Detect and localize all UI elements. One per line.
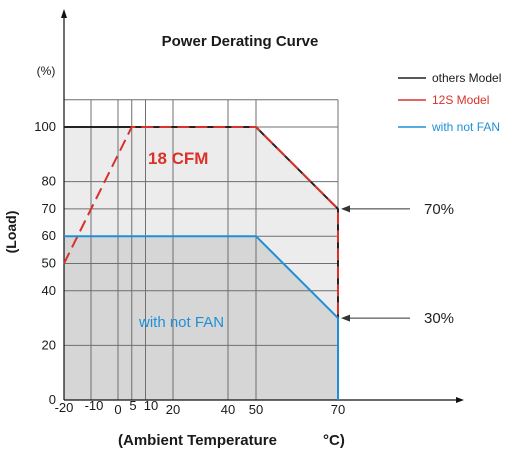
series-lines — [63, 126, 339, 400]
annotations: 70% 30% 18 CFM with not FAN — [138, 149, 454, 331]
x-tick-label: -10 — [85, 398, 104, 413]
x-tick-label: 5 — [129, 398, 136, 413]
y-tick-label: 40 — [42, 283, 56, 298]
y-unit-label: (%) — [37, 64, 56, 78]
x-tick-label: 70 — [331, 402, 345, 417]
x-tick-label: 50 — [249, 402, 263, 417]
legend: others Model 12S Model with not FAN — [398, 71, 501, 134]
x-tick-label: 0 — [114, 402, 121, 417]
x-tick-label: 40 — [221, 402, 235, 417]
pointer-30pct-head — [341, 314, 350, 322]
chart-title: Power Derating Curve — [162, 33, 319, 50]
pointer-70pct-head — [341, 205, 350, 213]
x-tick-label: -20 — [55, 400, 74, 415]
x-axis-unit: °C) — [323, 432, 345, 449]
grid-lines — [63, 99, 339, 400]
x-axis-arrow — [456, 397, 464, 403]
annotation-70pct: 70% — [424, 201, 454, 218]
legend-label: with not FAN — [431, 120, 500, 134]
x-tick-label: 20 — [166, 402, 180, 417]
annotation-18cfm: 18 CFM — [148, 149, 208, 168]
y-tick-label: 60 — [42, 228, 56, 243]
y-tick-label: 20 — [42, 337, 56, 352]
plot-area — [61, 9, 464, 403]
annotation-30pct: 30% — [424, 310, 454, 327]
legend-label: 12S Model — [432, 93, 489, 107]
axes — [61, 9, 464, 403]
legend-label: others Model — [432, 71, 501, 85]
y-axis-label: (Load) — [3, 211, 19, 254]
y-tick-label: 0 — [49, 392, 56, 407]
y-axis-arrow — [61, 9, 67, 18]
x-tick-label: 10 — [144, 398, 158, 413]
series-12s-model — [63, 126, 339, 400]
y-tick-label: 50 — [42, 256, 56, 271]
series-with-not-fan — [64, 235, 339, 400]
y-tick-label: 100 — [34, 119, 56, 134]
y-tick-label: 70 — [42, 201, 56, 216]
x-axis-label: (Ambient Temperature °C) — [118, 432, 345, 449]
no-fan-region-fill — [64, 236, 338, 400]
annotation-with-not-fan: with not FAN — [138, 314, 224, 331]
x-axis-label-text: (Ambient Temperature — [118, 432, 277, 449]
y-tick-label: 80 — [42, 174, 56, 189]
